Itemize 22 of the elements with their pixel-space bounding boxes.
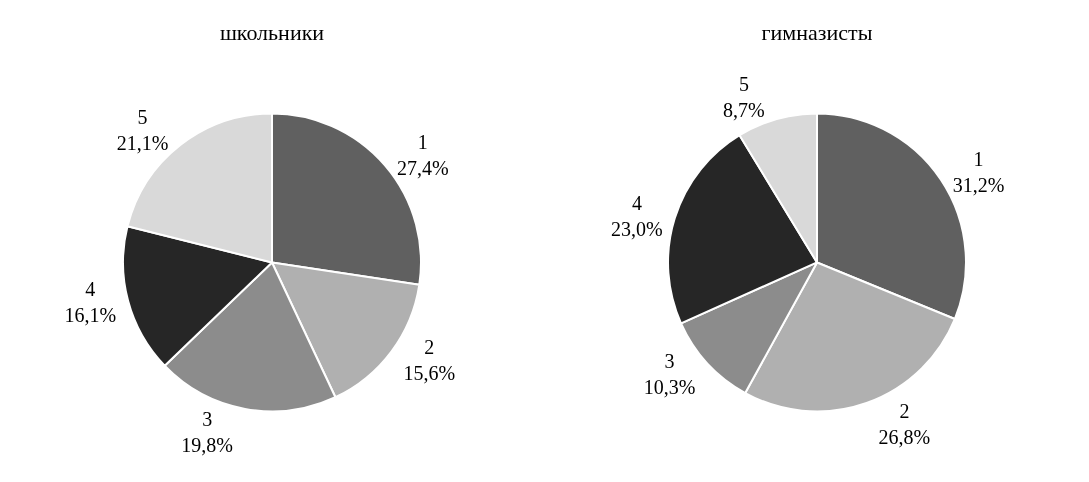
- slice-label: 4: [85, 278, 96, 301]
- slice-label: 2: [899, 400, 910, 423]
- slice-label: 1: [973, 148, 984, 171]
- data-label: 26,8%: [878, 426, 931, 449]
- data-label: 19,8%: [181, 434, 233, 457]
- chart-title: школьники: [219, 19, 325, 45]
- data-label: 15,6%: [403, 362, 456, 385]
- data-label: 21,1%: [116, 132, 169, 155]
- slice-label: 5: [738, 72, 749, 95]
- chart-title: гимназисты: [761, 19, 873, 45]
- slice-label: 2: [424, 336, 435, 359]
- slice-label: 5: [137, 106, 148, 129]
- data-label: 23,0%: [611, 218, 663, 241]
- data-label: 16,1%: [64, 304, 117, 327]
- slice-label: 4: [631, 192, 642, 215]
- data-label: 10,3%: [643, 376, 696, 399]
- slice-label: 3: [664, 350, 675, 373]
- data-label: 31,2%: [952, 174, 1005, 197]
- data-label: 27,4%: [396, 157, 449, 180]
- slice-label: 1: [417, 131, 428, 154]
- slice-label: 3: [202, 408, 213, 431]
- data-label: 8,7%: [723, 98, 765, 121]
